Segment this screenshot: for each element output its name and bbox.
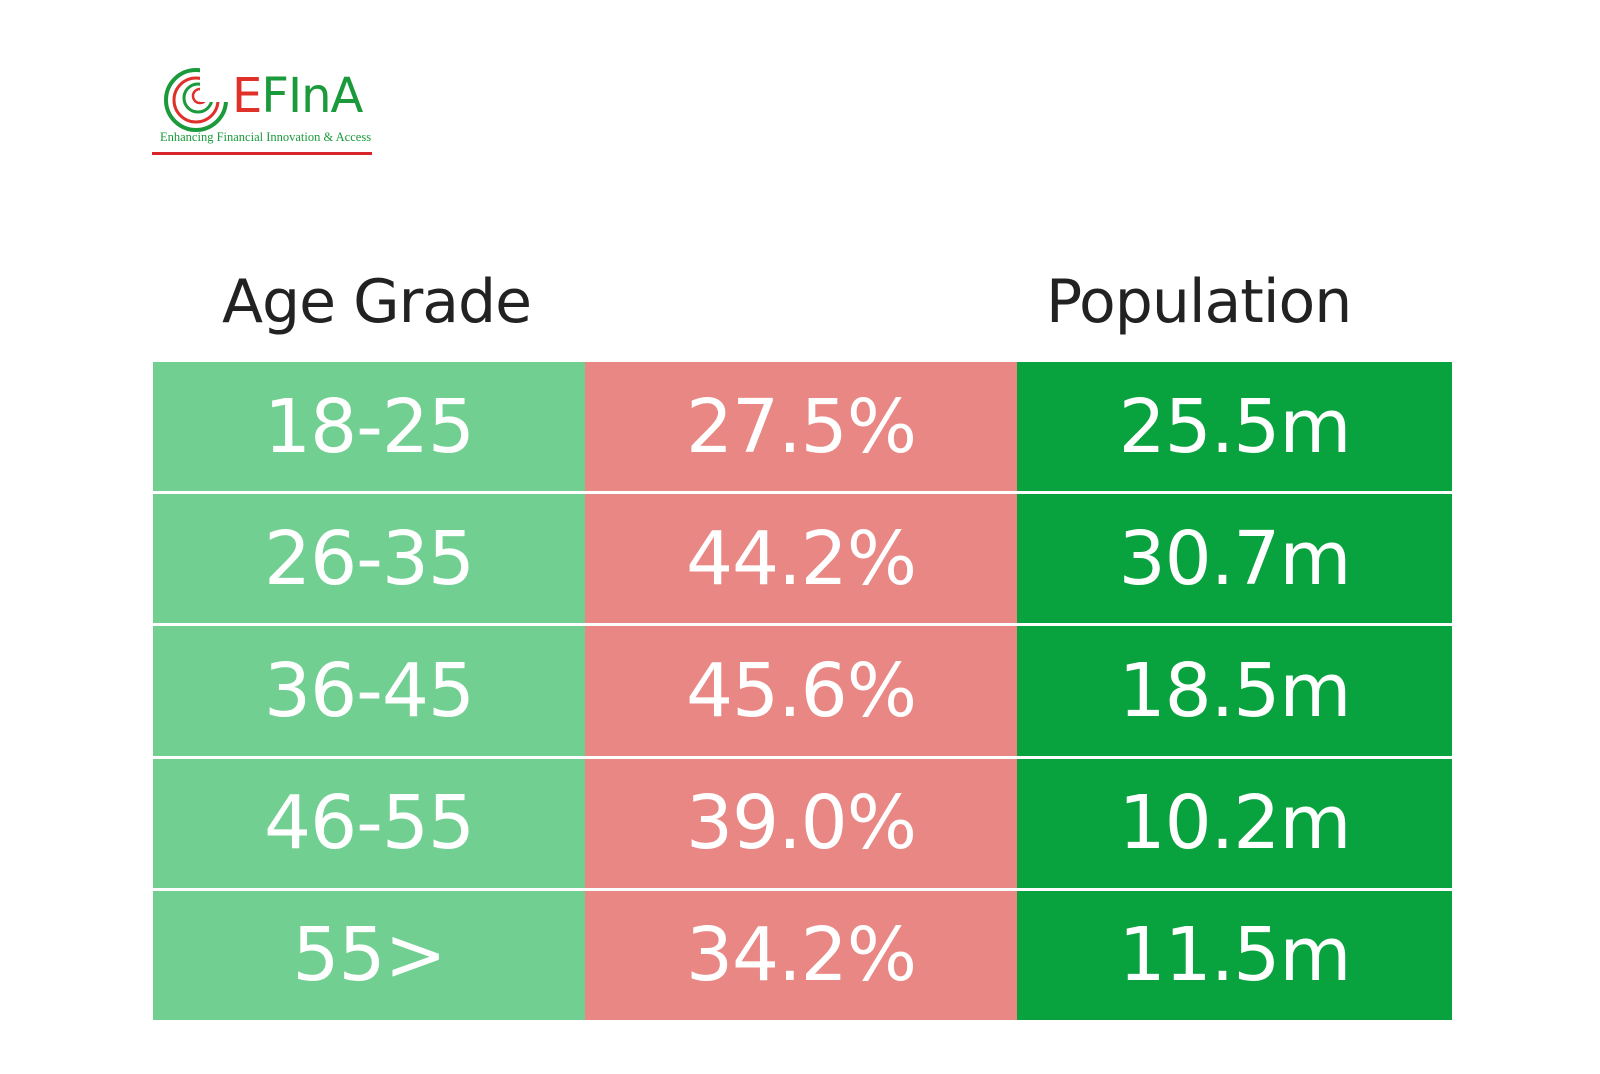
percent-cell: 27.5% bbox=[585, 362, 1017, 492]
age-cell: 46-55 bbox=[153, 758, 585, 888]
population-header: Population bbox=[1046, 267, 1352, 337]
efina-logo: EFInA Enhancing Financial Innovation & A… bbox=[152, 58, 372, 158]
logo-tagline: Enhancing Financial Innovation & Access bbox=[160, 130, 372, 144]
population-cell: 10.2m bbox=[1017, 758, 1452, 888]
age-grade-header: Age Grade bbox=[222, 267, 532, 337]
population-cell: 11.5m bbox=[1017, 890, 1452, 1020]
age-cell: 26-35 bbox=[153, 494, 585, 624]
age-grade-table: 18-25 27.5% 25.5m 26-35 44.2% 30.7m 36-4… bbox=[153, 362, 1452, 1020]
percent-cell: 34.2% bbox=[585, 890, 1017, 1020]
population-cell: 25.5m bbox=[1017, 362, 1452, 492]
age-cell: 18-25 bbox=[153, 362, 585, 492]
percent-cell: 39.0% bbox=[585, 758, 1017, 888]
age-cell: 36-45 bbox=[153, 626, 585, 756]
logo-wordmark-e: E bbox=[232, 68, 262, 124]
logo-wordmark-rest: FInA bbox=[261, 68, 363, 124]
population-cell: 30.7m bbox=[1017, 494, 1452, 624]
percent-cell: 44.2% bbox=[585, 494, 1017, 624]
age-cell: 55> bbox=[153, 890, 585, 1020]
population-cell: 18.5m bbox=[1017, 626, 1452, 756]
logo-underline bbox=[152, 152, 372, 155]
percent-cell: 45.6% bbox=[585, 626, 1017, 756]
spiral-logo-icon bbox=[164, 64, 232, 132]
logo-wordmark: EFInA bbox=[232, 68, 363, 124]
